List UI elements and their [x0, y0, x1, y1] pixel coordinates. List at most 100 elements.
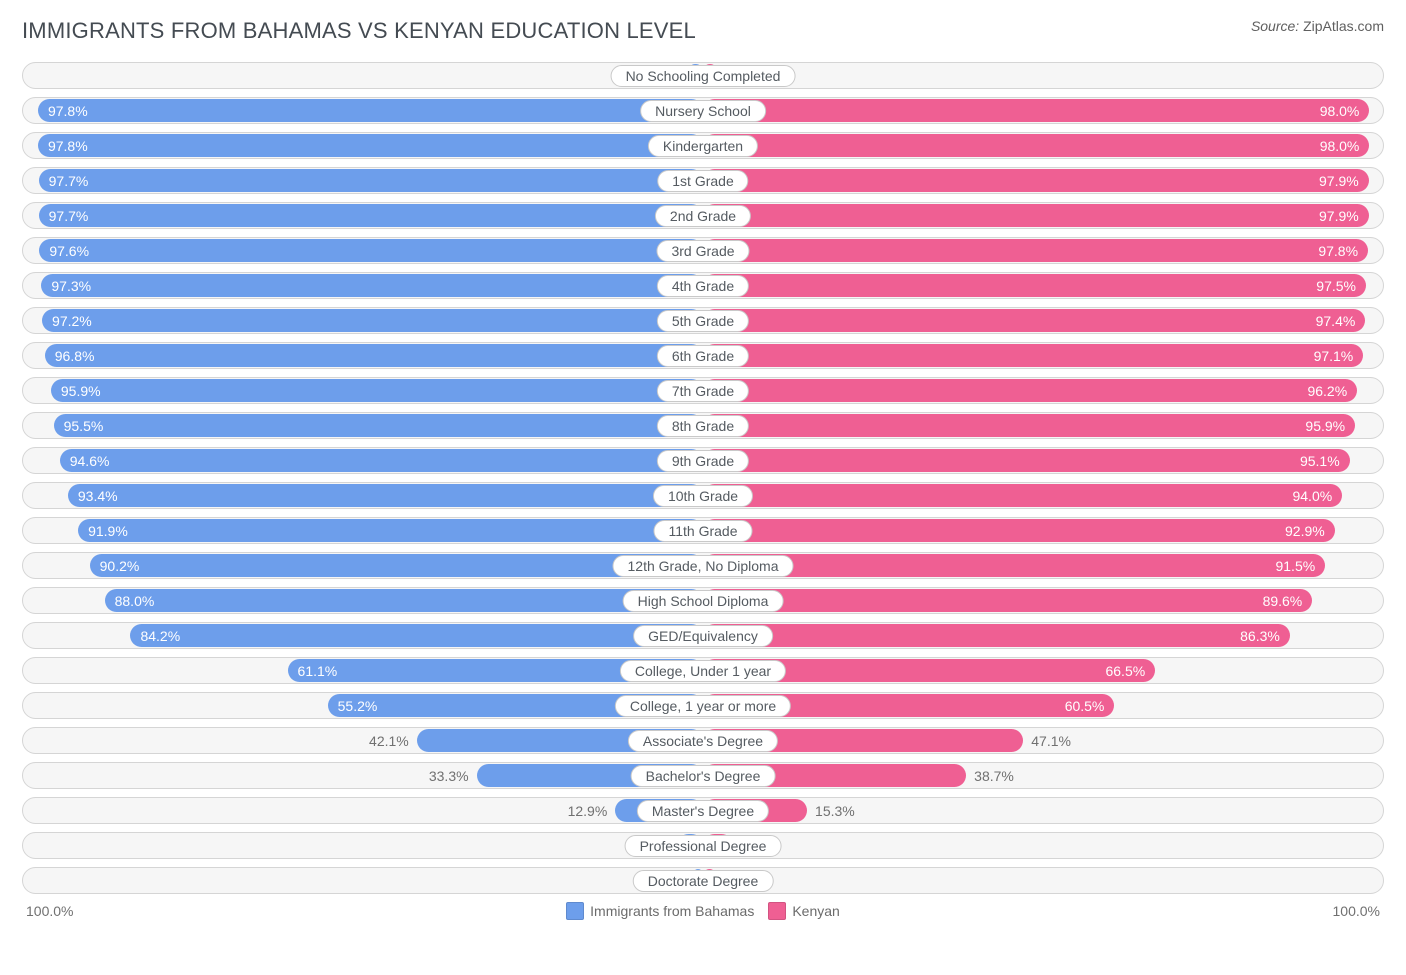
bar-left: 94.6%	[60, 449, 703, 472]
category-label: College, Under 1 year	[620, 660, 786, 682]
bar-right: 96.2%	[703, 379, 1357, 402]
value-left: 97.8%	[48, 138, 88, 154]
bar-left: 97.8%	[38, 134, 703, 157]
bar-left: 93.4%	[68, 484, 703, 507]
chart-row: 95.5% 95.9% 8th Grade	[22, 412, 1384, 439]
value-right: 98.0%	[1320, 138, 1360, 154]
value-left: 95.9%	[61, 383, 101, 399]
bar-left: 97.6%	[39, 239, 703, 262]
category-label: High School Diploma	[623, 590, 784, 612]
category-label: 9th Grade	[657, 450, 749, 472]
chart-row: 1.5%1.9%Doctorate Degree	[22, 867, 1384, 894]
chart-row: 97.2% 97.4% 5th Grade	[22, 307, 1384, 334]
bar-left: 95.5%	[54, 414, 703, 437]
category-label: 3rd Grade	[656, 240, 749, 262]
legend-item-left: Immigrants from Bahamas	[566, 902, 754, 920]
chart-row: 42.1%47.1%Associate's Degree	[22, 727, 1384, 754]
value-right: 15.3%	[815, 803, 855, 819]
bar-right: 95.9%	[703, 414, 1355, 437]
value-right: 96.2%	[1307, 383, 1347, 399]
value-left: 97.2%	[52, 313, 92, 329]
value-right: 97.1%	[1314, 348, 1354, 364]
chart-row: 91.9%92.9%11th Grade	[22, 517, 1384, 544]
category-label: 8th Grade	[657, 415, 749, 437]
diverging-bar-chart: 2.2%2.0%No Schooling Completed 97.8% 98.0%…	[22, 62, 1384, 894]
value-left: 91.9%	[88, 523, 128, 539]
bar-left: 84.2%	[130, 624, 703, 647]
value-right: 94.0%	[1292, 488, 1332, 504]
category-label: 4th Grade	[657, 275, 749, 297]
chart-row: 93.4% 94.0% 10th Grade	[22, 482, 1384, 509]
value-right: 66.5%	[1105, 663, 1145, 679]
value-right: 38.7%	[974, 768, 1014, 784]
chart-header: IMMIGRANTS FROM BAHAMAS VS KENYAN EDUCAT…	[22, 18, 1384, 44]
chart-row: 94.6% 95.1% 9th Grade	[22, 447, 1384, 474]
category-label: Master's Degree	[637, 800, 769, 822]
value-right: 95.1%	[1300, 453, 1340, 469]
chart-source: Source: ZipAtlas.com	[1251, 18, 1384, 34]
value-left: 55.2%	[338, 698, 378, 714]
category-label: College, 1 year or more	[615, 695, 791, 717]
value-left: 93.4%	[78, 488, 118, 504]
value-left: 96.8%	[55, 348, 95, 364]
category-label: Kindergarten	[648, 135, 758, 157]
chart-row: 95.9%96.2%7th Grade	[22, 377, 1384, 404]
value-left: 97.7%	[49, 173, 89, 189]
chart-row: 97.3% 97.5% 4th Grade	[22, 272, 1384, 299]
chart-row: 97.7%97.9%2nd Grade	[22, 202, 1384, 229]
chart-row: 90.2%91.5%12th Grade, No Diploma	[22, 552, 1384, 579]
bar-left: 88.0%	[105, 589, 703, 612]
value-left: 84.2%	[140, 628, 180, 644]
bar-left: 91.9%	[78, 519, 703, 542]
category-label: GED/Equivalency	[633, 625, 773, 647]
value-left: 95.5%	[64, 418, 104, 434]
value-left: 90.2%	[100, 558, 140, 574]
chart-row: 88.0%89.6%High School Diploma	[22, 587, 1384, 614]
axis-right-label: 100.0%	[1333, 903, 1380, 919]
value-right: 97.8%	[1318, 243, 1358, 259]
bar-left: 97.8%	[38, 99, 703, 122]
value-left: 94.6%	[70, 453, 110, 469]
chart-row: 96.8%97.1%6th Grade	[22, 342, 1384, 369]
value-right: 97.4%	[1316, 313, 1356, 329]
bar-left: 90.2%	[90, 554, 703, 577]
source-value: ZipAtlas.com	[1303, 18, 1384, 34]
bar-right: 97.5%	[703, 274, 1366, 297]
legend-label-left: Immigrants from Bahamas	[590, 903, 754, 919]
value-right: 92.9%	[1285, 523, 1325, 539]
category-label: 10th Grade	[653, 485, 753, 507]
chart-row: 97.6% 97.8% 3rd Grade	[22, 237, 1384, 264]
bar-left: 96.8%	[45, 344, 703, 367]
category-label: 5th Grade	[657, 310, 749, 332]
chart-row: 97.8% 98.0% Kindergarten	[22, 132, 1384, 159]
legend-row: 100.0% Immigrants from Bahamas Kenyan 10…	[22, 902, 1384, 920]
category-label: Associate's Degree	[628, 730, 778, 752]
value-right: 86.3%	[1240, 628, 1280, 644]
chart-row: 97.7% 97.9% 1st Grade	[22, 167, 1384, 194]
category-label: Doctorate Degree	[633, 870, 774, 892]
category-label: 1st Grade	[657, 170, 748, 192]
value-left: 42.1%	[369, 733, 409, 749]
category-label: No Schooling Completed	[611, 65, 796, 87]
value-right: 95.9%	[1305, 418, 1345, 434]
value-left: 97.3%	[51, 278, 91, 294]
category-label: 12th Grade, No Diploma	[613, 555, 794, 577]
value-left: 97.8%	[48, 103, 88, 119]
bar-left: 97.7%	[39, 169, 703, 192]
bar-left: 97.2%	[42, 309, 703, 332]
chart-row: 2.2%2.0%No Schooling Completed	[22, 62, 1384, 89]
value-right: 97.9%	[1319, 173, 1359, 189]
legend-swatch-right	[768, 902, 786, 920]
category-label: Bachelor's Degree	[631, 765, 776, 787]
value-right: 97.9%	[1319, 208, 1359, 224]
category-label: 2nd Grade	[655, 205, 751, 227]
value-right: 97.5%	[1316, 278, 1356, 294]
value-right: 60.5%	[1065, 698, 1105, 714]
bar-right: 98.0%	[703, 134, 1369, 157]
bar-left: 95.9%	[51, 379, 703, 402]
chart-row: 33.3%38.7%Bachelor's Degree	[22, 762, 1384, 789]
bar-left: 97.3%	[41, 274, 703, 297]
bar-right: 97.1%	[703, 344, 1363, 367]
bar-right: 94.0%	[703, 484, 1342, 507]
axis-left-label: 100.0%	[26, 903, 73, 919]
